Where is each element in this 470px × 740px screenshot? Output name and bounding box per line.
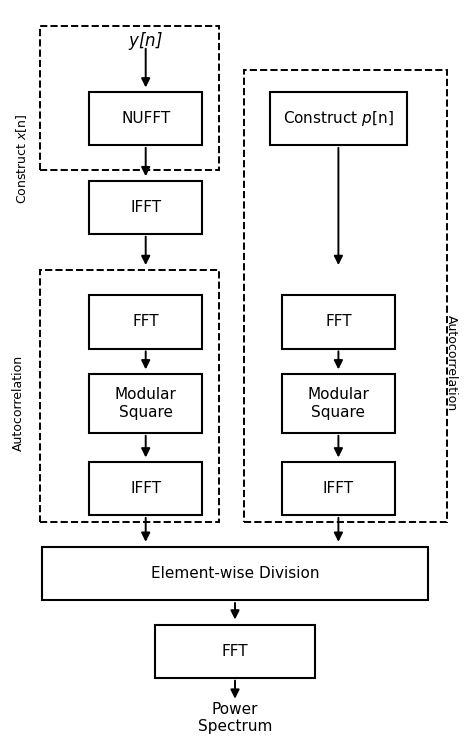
Bar bbox=[89, 462, 202, 515]
Bar bbox=[155, 625, 315, 678]
Bar bbox=[40, 26, 219, 170]
Bar bbox=[89, 374, 202, 433]
Bar bbox=[40, 270, 219, 522]
Text: Autocorrelation: Autocorrelation bbox=[12, 355, 25, 451]
Bar bbox=[282, 374, 395, 433]
Text: Construct $x$[n]: Construct $x$[n] bbox=[14, 114, 29, 204]
Bar bbox=[89, 295, 202, 349]
Text: IFFT: IFFT bbox=[323, 481, 354, 496]
Text: FFT: FFT bbox=[222, 644, 248, 659]
Text: $y$[n]: $y$[n] bbox=[128, 30, 163, 52]
Text: NUFFT: NUFFT bbox=[121, 111, 170, 126]
Text: IFFT: IFFT bbox=[130, 200, 161, 215]
Bar bbox=[89, 181, 202, 234]
Text: Element-wise Division: Element-wise Division bbox=[151, 566, 319, 581]
Bar bbox=[89, 92, 202, 145]
Text: Construct $p$[n]: Construct $p$[n] bbox=[283, 109, 394, 128]
Bar bbox=[244, 70, 446, 522]
Text: FFT: FFT bbox=[325, 314, 352, 329]
Bar bbox=[282, 462, 395, 515]
Text: IFFT: IFFT bbox=[130, 481, 161, 496]
Text: FFT: FFT bbox=[133, 314, 159, 329]
Text: Modular
Square: Modular Square bbox=[115, 387, 177, 420]
Text: Modular
Square: Modular Square bbox=[307, 387, 369, 420]
Bar bbox=[270, 92, 407, 145]
Text: Power
Spectrum: Power Spectrum bbox=[198, 702, 272, 734]
Bar bbox=[42, 547, 428, 600]
Text: Autocorrelation: Autocorrelation bbox=[445, 314, 458, 411]
Bar bbox=[282, 295, 395, 349]
